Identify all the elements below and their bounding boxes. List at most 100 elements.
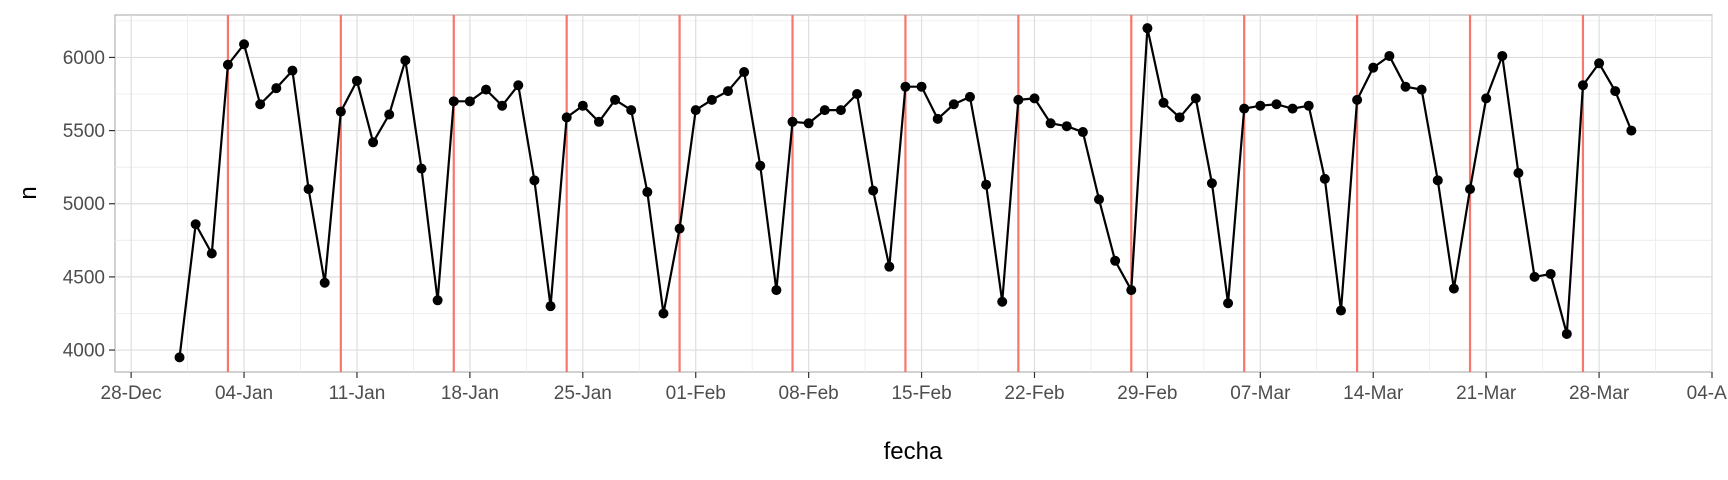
data-point (222, 59, 233, 70)
data-point (1594, 58, 1605, 69)
data-point (1110, 255, 1121, 266)
data-point (803, 118, 814, 129)
y-axis-title: n (15, 186, 42, 199)
data-point (1319, 173, 1330, 184)
data-point (1239, 103, 1250, 114)
y-tick-label: 4500 (63, 267, 105, 288)
data-point (303, 184, 314, 195)
data-point (255, 99, 266, 110)
data-point (884, 261, 895, 272)
data-point (706, 94, 717, 105)
data-point (335, 106, 346, 117)
data-point (239, 39, 250, 50)
data-point (1384, 50, 1395, 61)
x-tick-label: 15-Feb (891, 383, 951, 404)
series-points (174, 23, 1637, 363)
x-tick-label: 01-Feb (666, 383, 726, 404)
data-point (739, 67, 750, 78)
data-point (642, 187, 653, 198)
data-point (1223, 298, 1234, 309)
x-tick-label: 04-Jan (215, 383, 273, 404)
x-tick-label: 11-Jan (329, 383, 386, 404)
data-point (1529, 271, 1540, 282)
data-point (1513, 168, 1524, 179)
data-point (997, 296, 1008, 307)
data-point (271, 83, 282, 94)
data-point (835, 105, 846, 116)
data-point (1271, 99, 1282, 110)
data-point (1335, 305, 1346, 316)
data-point (497, 100, 508, 111)
data-point (1126, 285, 1137, 296)
x-tick-label: 04-Ap (1687, 383, 1728, 404)
data-point (658, 308, 669, 319)
x-tick-label: 07-Mar (1230, 383, 1291, 404)
data-point (1190, 93, 1201, 104)
data-point (1206, 178, 1217, 189)
data-point (1545, 268, 1556, 279)
data-point (1158, 97, 1169, 108)
x-tick-label: 21-Mar (1456, 383, 1517, 404)
data-point (1432, 175, 1443, 186)
data-point (319, 277, 330, 288)
data-point (1303, 100, 1314, 111)
data-point (819, 105, 830, 116)
data-point (722, 86, 733, 97)
data-point (1448, 283, 1459, 294)
grid-minor (115, 15, 1712, 372)
data-point (674, 223, 685, 234)
data-point (1400, 81, 1411, 92)
data-point (1142, 23, 1153, 34)
data-point (416, 163, 427, 174)
data-point (481, 84, 492, 95)
grid-major (115, 15, 1713, 372)
data-point (1174, 112, 1185, 123)
x-tick-label: 29-Feb (1117, 383, 1177, 404)
data-point (916, 81, 927, 92)
y-tick-label: 5500 (63, 121, 105, 142)
data-point (464, 96, 475, 107)
x-axis-title: fecha (884, 438, 943, 465)
x-axis-ticks: 28-Dec 04-Jan 11-Jan 18-Jan 25-Jan 01-Feb 08-F… (101, 372, 1728, 404)
data-point (287, 65, 298, 76)
data-point (577, 100, 588, 111)
y-tick-label: 5000 (63, 194, 105, 215)
x-tick-label: 14-Mar (1343, 383, 1404, 404)
data-point (1497, 50, 1508, 61)
plot-panel (114, 14, 1713, 373)
data-point (561, 112, 572, 123)
data-point (593, 116, 604, 127)
data-point (787, 116, 798, 127)
data-point (529, 175, 540, 186)
data-point (964, 91, 975, 102)
data-point (545, 301, 556, 312)
data-point (771, 285, 782, 296)
data-point (190, 219, 201, 230)
data-point (174, 352, 185, 363)
data-point (206, 248, 217, 259)
data-point (351, 75, 362, 86)
data-point (1577, 80, 1588, 91)
x-tick-label: 25-Jan (554, 383, 612, 404)
data-point (690, 105, 701, 116)
data-point (1094, 194, 1105, 205)
data-point (981, 179, 992, 190)
data-point (1061, 121, 1072, 132)
x-tick-label: 28-Mar (1569, 383, 1630, 404)
data-point (852, 89, 863, 100)
x-tick-label: 22-Feb (1004, 383, 1064, 404)
data-point (400, 55, 411, 66)
data-point (1013, 94, 1024, 105)
data-point (1610, 86, 1621, 97)
data-point (1416, 84, 1427, 95)
data-point (1287, 103, 1298, 114)
data-point (1255, 100, 1266, 111)
data-point (900, 81, 911, 92)
x-tick-label: 08-Feb (779, 383, 839, 404)
x-tick-label: 28-Dec (101, 383, 162, 404)
y-tick-label: 6000 (63, 48, 105, 69)
data-point (1561, 328, 1572, 339)
data-point (868, 185, 879, 196)
x-tick-label: 18-Jan (441, 383, 499, 404)
